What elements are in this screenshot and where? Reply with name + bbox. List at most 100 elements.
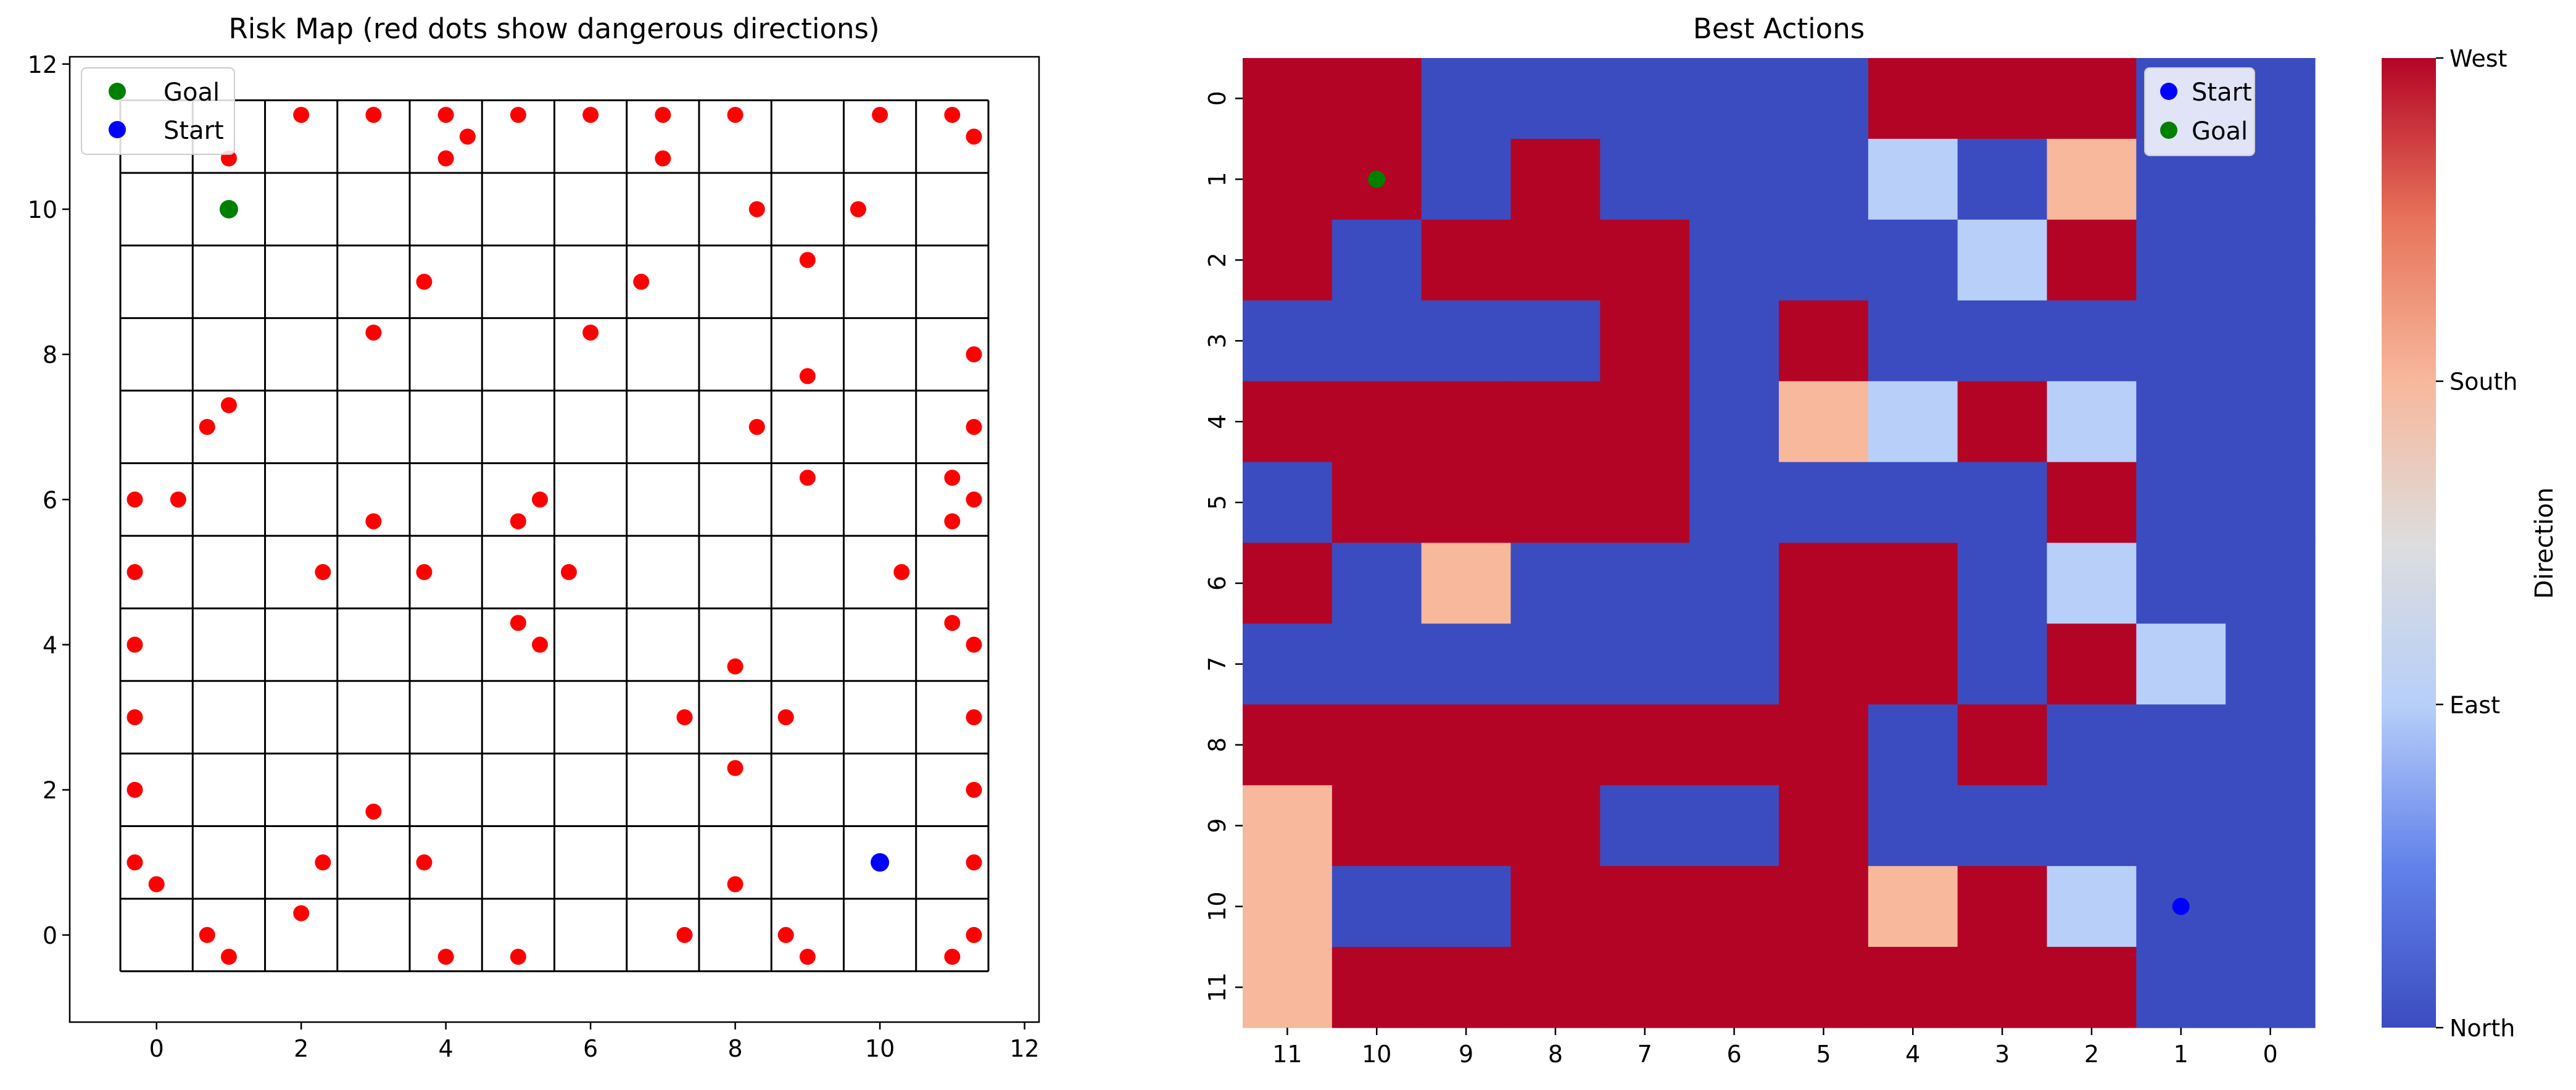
- heatmap-cell: [1421, 785, 1512, 867]
- risk-map-legend: Goal Start: [81, 67, 235, 155]
- heatmap-cell: [1331, 623, 1422, 705]
- heatmap-cell: [2136, 785, 2226, 867]
- heatmap-cell: [1421, 381, 1512, 463]
- danger-point: [293, 107, 310, 123]
- heatmap-cell: [1510, 704, 1601, 786]
- danger-point: [293, 905, 310, 922]
- heatmap-cell: [2136, 381, 2226, 463]
- heatmap-cell: [1957, 300, 2048, 382]
- danger-point: [893, 564, 910, 580]
- heatmap-cell: [1510, 138, 1601, 220]
- heatmap-cell: [2136, 462, 2226, 544]
- danger-point: [966, 926, 982, 943]
- y-tick-label: 9: [1204, 818, 1231, 833]
- heatmap-cell: [1510, 947, 1601, 1028]
- danger-point: [727, 658, 743, 675]
- heatmap-cell: [1868, 219, 1958, 301]
- start-marker: [871, 853, 890, 872]
- heatmap-cell: [1957, 704, 2048, 786]
- start-marker: [2172, 897, 2190, 915]
- heatmap-cell: [1510, 623, 1601, 705]
- danger-point: [126, 709, 143, 726]
- y-tick-label: 12: [28, 51, 57, 78]
- x-tick-label: 2: [2084, 1041, 2099, 1068]
- danger-point: [416, 273, 433, 290]
- y-tick-label: 4: [1204, 414, 1231, 429]
- heatmap-cell: [1243, 462, 1333, 544]
- danger-point: [416, 854, 433, 871]
- heatmap-cell: [1779, 462, 1869, 544]
- danger-point: [510, 949, 526, 965]
- heatmap-cell: [1957, 543, 2048, 625]
- danger-point: [944, 513, 961, 530]
- danger-point: [777, 926, 794, 943]
- heatmap-cell: [2136, 219, 2226, 301]
- heatmap-cell: [1689, 300, 1779, 382]
- heatmap-cell: [1868, 866, 1958, 947]
- x-tick-label: 0: [2263, 1041, 2277, 1068]
- heatmap-cell: [1600, 543, 1690, 625]
- legend-goal-marker: [109, 83, 126, 100]
- heatmap-cell: [1868, 704, 1958, 786]
- direction-colorbar: North East South West Direction: [2382, 45, 2559, 1042]
- danger-point: [532, 491, 549, 508]
- danger-point: [510, 615, 526, 631]
- heatmap-cell: [1510, 785, 1601, 867]
- heatmap-cell: [1779, 623, 1869, 705]
- heatmap-cell: [1510, 58, 1601, 139]
- heatmap-cell: [1957, 58, 2048, 139]
- danger-point: [676, 709, 693, 726]
- heatmap-cell: [1600, 300, 1690, 382]
- legend-goal-label: Goal: [164, 78, 220, 107]
- x-tick-label: 10: [1362, 1041, 1391, 1068]
- danger-point: [727, 876, 743, 892]
- heatmap-cell: [2226, 543, 2316, 625]
- danger-point: [365, 803, 382, 820]
- y-tick-label: 10: [1204, 891, 1231, 921]
- heatmap-cell: [1421, 623, 1512, 705]
- heatmap-cell: [1243, 58, 1333, 139]
- colorbar-tick-label: East: [2450, 691, 2500, 718]
- colorbar-tick-label: South: [2450, 368, 2517, 396]
- x-tick-label: 6: [583, 1035, 598, 1062]
- heatmap-cell: [1689, 462, 1779, 544]
- goal-marker: [219, 199, 238, 218]
- heatmap-cell: [2226, 381, 2316, 463]
- risk-map-markers: [219, 199, 890, 872]
- risk-map-title: Risk Map (red dots show dangerous direct…: [229, 12, 880, 45]
- x-tick-label: 4: [1905, 1041, 1920, 1068]
- heatmap-cell: [1957, 947, 2048, 1028]
- heatmap-cell: [1600, 704, 1690, 786]
- heatmap-cell: [1600, 58, 1690, 139]
- risk-map-x-axis: 0 2 4 6 8 10 12: [149, 1022, 1040, 1062]
- danger-point: [966, 491, 982, 508]
- danger-point: [365, 513, 382, 530]
- heatmap-cell: [2226, 462, 2316, 544]
- danger-point: [850, 201, 866, 217]
- y-tick-label: 0: [1204, 91, 1231, 106]
- heatmap-cell: [2226, 300, 2316, 382]
- heatmap-cell: [1243, 866, 1333, 947]
- y-tick-label: 2: [43, 777, 57, 804]
- danger-point: [365, 324, 382, 341]
- danger-point: [199, 418, 215, 435]
- x-tick-label: 8: [1548, 1041, 1563, 1068]
- legend-goal-marker: [2160, 122, 2177, 139]
- danger-point: [633, 273, 650, 290]
- heatmap-cell: [2047, 947, 2137, 1028]
- heatmap-cell: [1779, 219, 1869, 301]
- heatmap-cell: [1957, 462, 2048, 544]
- heatmap-cell: [1243, 704, 1333, 786]
- heatmap-cell: [2226, 785, 2316, 867]
- heatmap-cell: [1689, 381, 1779, 463]
- heatmap-cell: [1689, 138, 1779, 220]
- heatmap-cell: [2047, 543, 2137, 625]
- y-tick-label: 6: [1204, 576, 1231, 591]
- heatmap-cell: [1510, 300, 1601, 382]
- heatmap-cell: [1689, 947, 1779, 1028]
- legend-goal-label: Goal: [2192, 117, 2248, 146]
- heatmap-cell: [1779, 58, 1869, 139]
- heatmap-cell: [1243, 543, 1333, 625]
- heatmap-cell: [1331, 704, 1422, 786]
- heatmap-x-axis: 11 10 9 8 7 6 5 4 3 2 1 0: [1272, 1028, 2278, 1068]
